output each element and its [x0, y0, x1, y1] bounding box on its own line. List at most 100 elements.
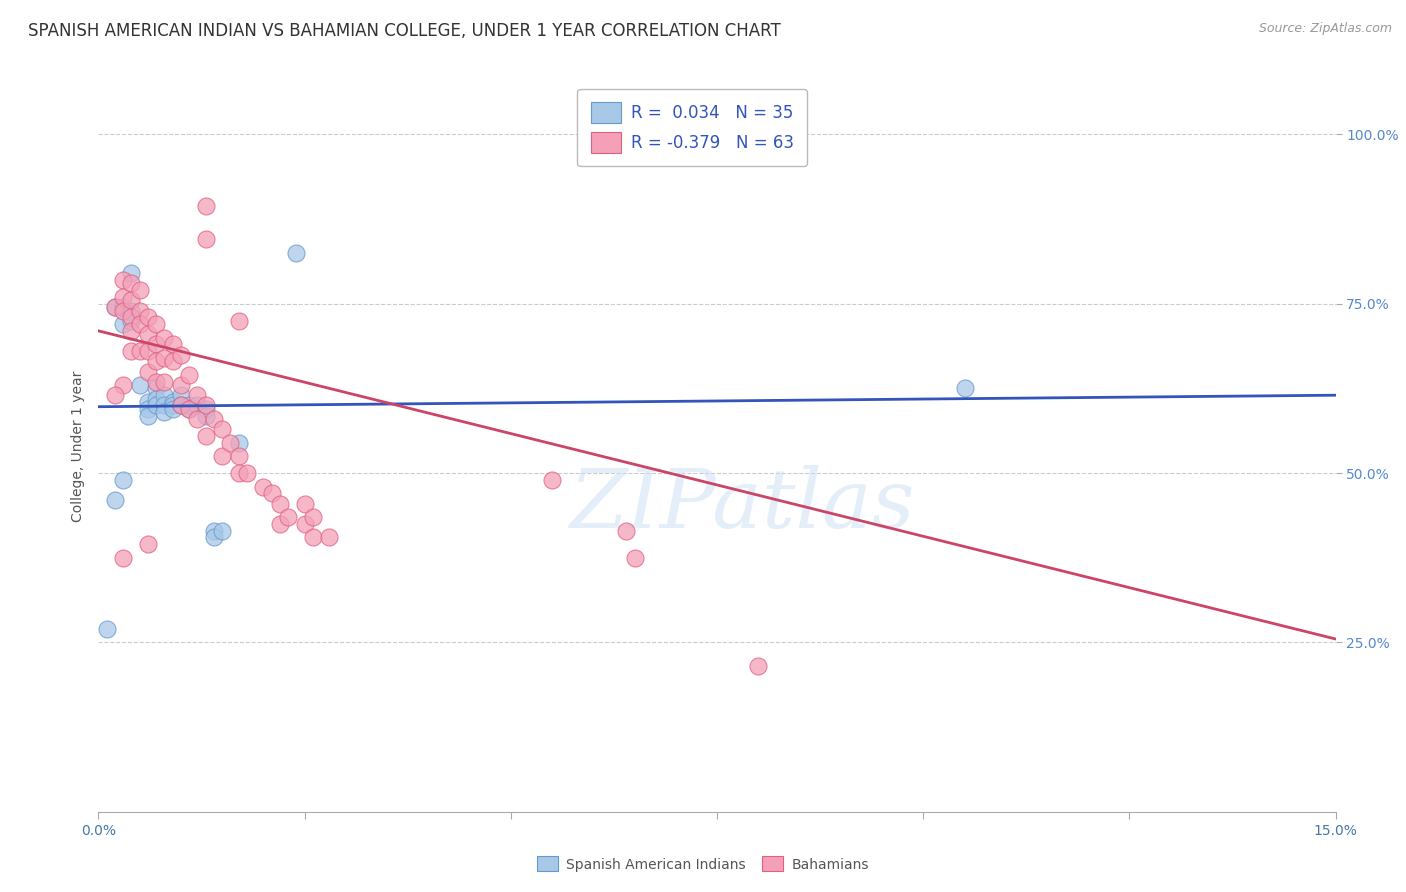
- Point: [112, 473, 135, 487]
- Point: [260, 486, 283, 500]
- Point: [179, 368, 201, 382]
- Point: [294, 516, 316, 531]
- Legend: R =  0.034   N = 35, R = -0.379   N = 63: R = 0.034 N = 35, R = -0.379 N = 63: [578, 88, 807, 167]
- Point: [120, 277, 142, 291]
- Point: [170, 398, 193, 412]
- Point: [302, 530, 325, 544]
- Point: [219, 435, 242, 450]
- Point: [112, 550, 135, 565]
- Point: [153, 375, 176, 389]
- Point: [153, 331, 176, 345]
- Point: [179, 401, 201, 416]
- Point: [145, 354, 167, 368]
- Point: [104, 493, 127, 508]
- Point: [136, 409, 159, 423]
- Point: [128, 317, 150, 331]
- Point: [236, 466, 259, 480]
- Point: [179, 398, 201, 412]
- Point: [269, 516, 291, 531]
- Text: Source: ZipAtlas.com: Source: ZipAtlas.com: [1258, 22, 1392, 36]
- Point: [128, 344, 150, 359]
- Point: [112, 378, 135, 392]
- Point: [153, 388, 176, 402]
- Point: [112, 303, 135, 318]
- Point: [145, 317, 167, 331]
- Point: [277, 510, 299, 524]
- Point: [623, 550, 645, 565]
- Point: [120, 344, 142, 359]
- Point: [153, 351, 176, 365]
- Point: [186, 398, 208, 412]
- Point: [252, 480, 274, 494]
- Legend: Spanish American Indians, Bahamians: Spanish American Indians, Bahamians: [531, 851, 875, 877]
- Point: [162, 401, 184, 416]
- Point: [194, 401, 217, 416]
- Point: [128, 303, 150, 318]
- Point: [120, 303, 142, 318]
- Point: [120, 293, 142, 308]
- Point: [285, 246, 308, 260]
- Point: [211, 422, 233, 436]
- Point: [112, 317, 135, 331]
- Point: [104, 388, 127, 402]
- Point: [145, 398, 167, 412]
- Point: [120, 266, 142, 280]
- Point: [269, 497, 291, 511]
- Point: [211, 449, 233, 463]
- Point: [104, 300, 127, 314]
- Point: [136, 395, 159, 409]
- Point: [153, 398, 176, 412]
- Point: [128, 283, 150, 297]
- Point: [211, 524, 233, 538]
- Point: [145, 375, 167, 389]
- Point: [202, 524, 225, 538]
- Point: [136, 401, 159, 416]
- Point: [194, 198, 217, 212]
- Point: [162, 398, 184, 412]
- Point: [170, 398, 193, 412]
- Point: [194, 232, 217, 246]
- Point: [186, 388, 208, 402]
- Point: [104, 300, 127, 314]
- Point: [162, 337, 184, 351]
- Point: [202, 412, 225, 426]
- Point: [145, 381, 167, 395]
- Point: [747, 659, 769, 673]
- Point: [228, 435, 250, 450]
- Point: [145, 337, 167, 351]
- Point: [128, 378, 150, 392]
- Point: [194, 398, 217, 412]
- Point: [318, 530, 340, 544]
- Point: [170, 378, 193, 392]
- Text: SPANISH AMERICAN INDIAN VS BAHAMIAN COLLEGE, UNDER 1 YEAR CORRELATION CHART: SPANISH AMERICAN INDIAN VS BAHAMIAN COLL…: [28, 22, 780, 40]
- Point: [162, 354, 184, 368]
- Point: [170, 388, 193, 402]
- Point: [145, 392, 167, 406]
- Point: [136, 310, 159, 325]
- Point: [96, 622, 118, 636]
- Point: [136, 537, 159, 551]
- Point: [112, 273, 135, 287]
- Point: [136, 344, 159, 359]
- Point: [136, 364, 159, 378]
- Point: [162, 395, 184, 409]
- Point: [302, 510, 325, 524]
- Point: [194, 409, 217, 423]
- Point: [194, 429, 217, 443]
- Point: [136, 327, 159, 342]
- Point: [953, 381, 976, 395]
- Point: [186, 412, 208, 426]
- Point: [179, 401, 201, 416]
- Point: [202, 530, 225, 544]
- Point: [614, 524, 637, 538]
- Point: [153, 405, 176, 419]
- Point: [228, 314, 250, 328]
- Point: [112, 290, 135, 304]
- Point: [120, 310, 142, 325]
- Point: [120, 314, 142, 328]
- Point: [112, 300, 135, 314]
- Y-axis label: College, Under 1 year: College, Under 1 year: [72, 370, 86, 522]
- Point: [294, 497, 316, 511]
- Point: [541, 473, 564, 487]
- Point: [120, 324, 142, 338]
